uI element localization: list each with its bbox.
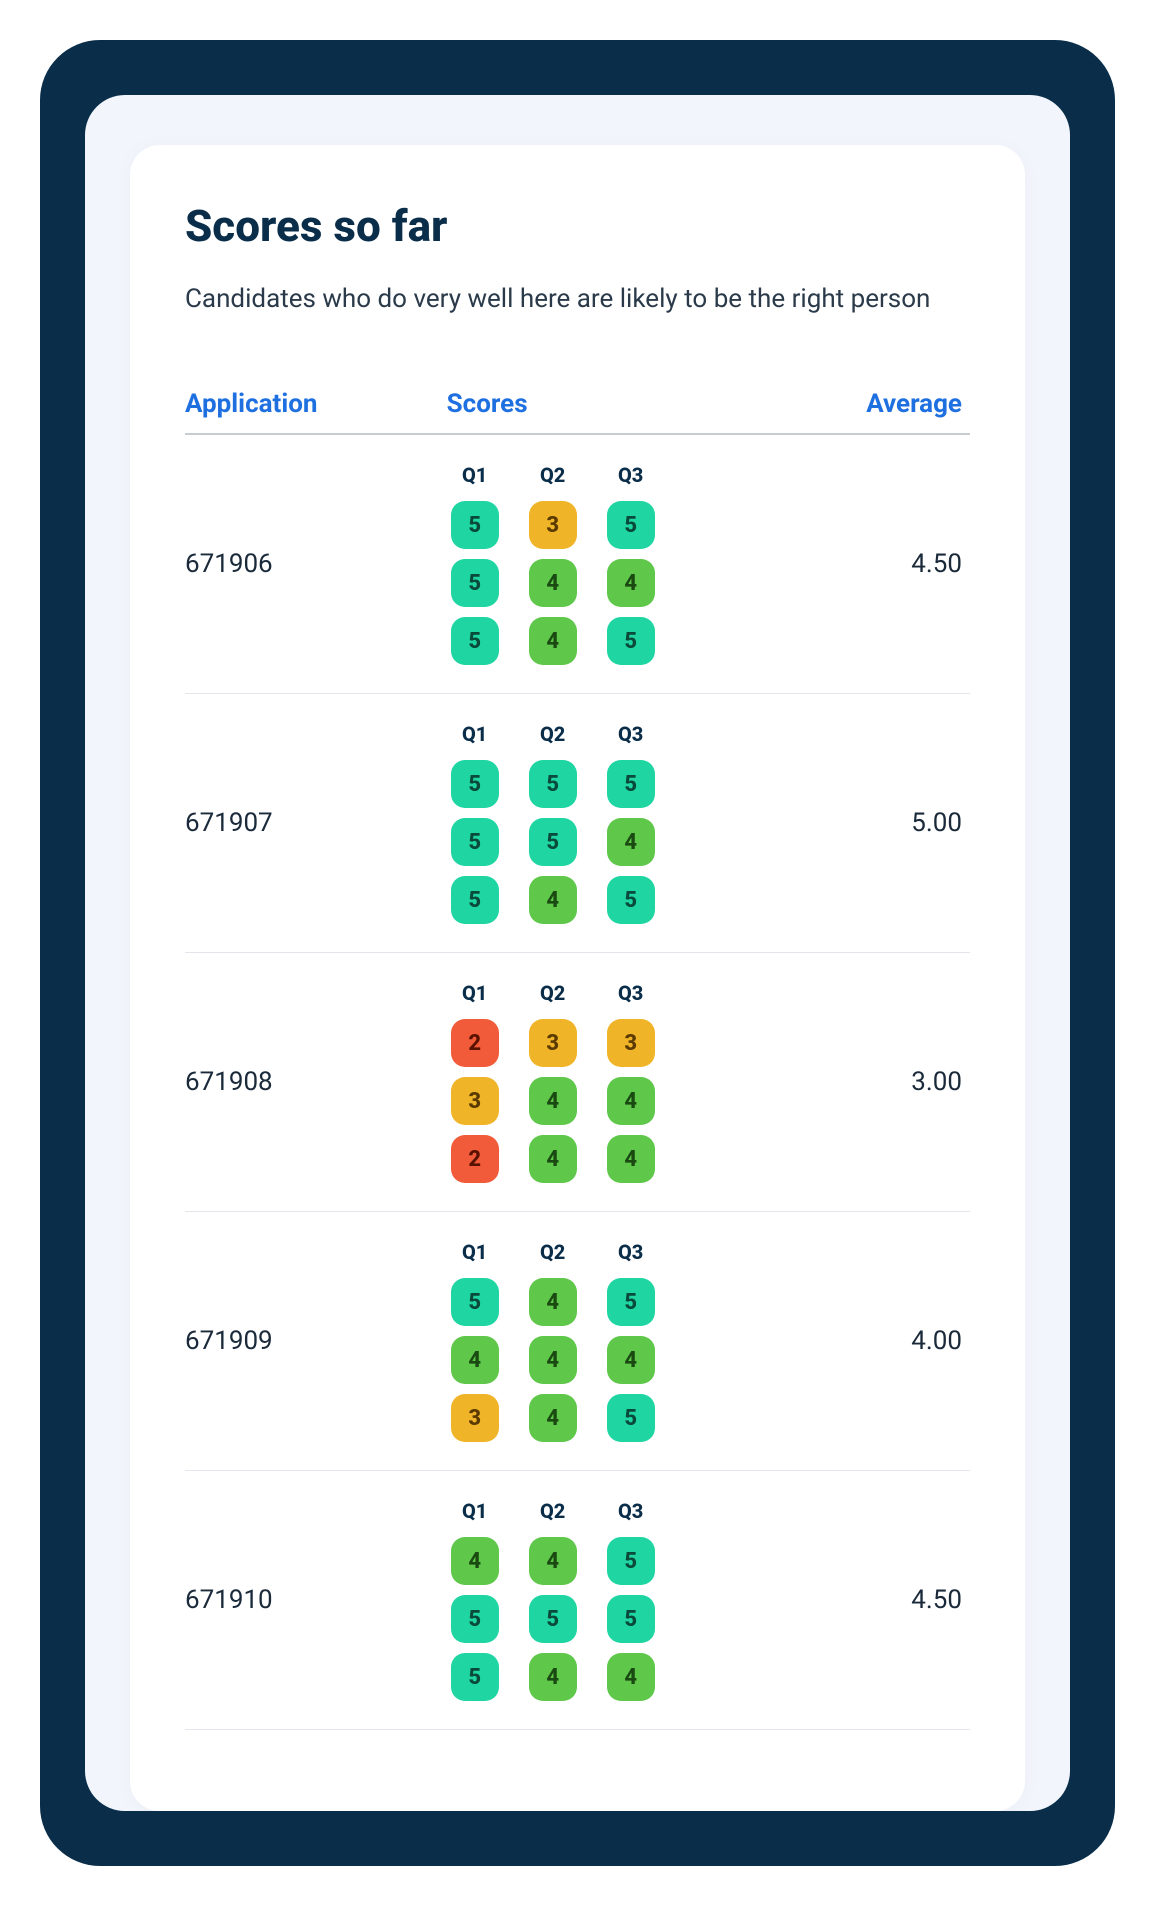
score-pill: 4 — [529, 1653, 577, 1701]
score-pill: 2 — [451, 1135, 499, 1183]
question-header: Q3 — [603, 1240, 659, 1264]
question-header: Q1 — [447, 463, 503, 487]
score-pill: 5 — [451, 876, 499, 924]
score-pill: 5 — [529, 1595, 577, 1643]
table-header: Application Scores Average — [185, 389, 970, 435]
question-header: Q3 — [603, 1499, 659, 1523]
question-header: Q3 — [603, 981, 659, 1005]
col-average: Average — [787, 389, 970, 419]
inner-panel: Scores so far Candidates who do very wel… — [85, 95, 1070, 1811]
average-value: 5.00 — [787, 808, 970, 838]
score-pill: 5 — [607, 617, 655, 665]
score-pill: 4 — [529, 1394, 577, 1442]
score-pill: 5 — [607, 1278, 655, 1326]
average-value: 4.50 — [787, 549, 970, 579]
score-pill: 5 — [451, 617, 499, 665]
score-pill: 5 — [607, 1394, 655, 1442]
score-pill: 5 — [607, 1595, 655, 1643]
table-row: 671908Q1Q2Q32333442443.00 — [185, 953, 970, 1212]
score-pill: 4 — [451, 1537, 499, 1585]
score-pill: 5 — [529, 760, 577, 808]
score-pill: 4 — [529, 1135, 577, 1183]
question-header: Q2 — [525, 1240, 581, 1264]
score-pill: 4 — [529, 559, 577, 607]
score-pill: 4 — [529, 876, 577, 924]
table-row: 671909Q1Q2Q35454443454.00 — [185, 1212, 970, 1471]
question-header: Q2 — [525, 981, 581, 1005]
score-pill: 3 — [451, 1394, 499, 1442]
application-id: 671910 — [185, 1585, 447, 1615]
score-pill: 4 — [529, 1537, 577, 1585]
scores-card: Scores so far Candidates who do very wel… — [130, 145, 1025, 1811]
table-body: 671906Q1Q2Q35355445454.50671907Q1Q2Q3555… — [185, 435, 970, 1730]
score-pill: 3 — [607, 1019, 655, 1067]
score-pill: 4 — [607, 1077, 655, 1125]
score-pill: 5 — [451, 1653, 499, 1701]
card-subtitle: Candidates who do very well here are lik… — [185, 280, 970, 319]
table-row: 671910Q1Q2Q34455555444.50 — [185, 1471, 970, 1730]
scores-grid: Q1Q2Q3233344244 — [447, 981, 787, 1183]
question-header: Q3 — [603, 463, 659, 487]
score-pill: 3 — [529, 1019, 577, 1067]
score-pill: 5 — [529, 818, 577, 866]
score-pill: 4 — [607, 1653, 655, 1701]
question-header: Q1 — [447, 722, 503, 746]
average-value: 3.00 — [787, 1067, 970, 1097]
average-value: 4.50 — [787, 1585, 970, 1615]
score-pill: 5 — [607, 501, 655, 549]
score-pill: 5 — [451, 818, 499, 866]
score-pill: 5 — [607, 1537, 655, 1585]
device-frame: Scores so far Candidates who do very wel… — [40, 40, 1115, 1866]
question-header: Q2 — [525, 722, 581, 746]
average-value: 4.00 — [787, 1326, 970, 1356]
score-pill: 4 — [607, 1336, 655, 1384]
score-pill: 4 — [607, 818, 655, 866]
scores-grid: Q1Q2Q3535544545 — [447, 463, 787, 665]
application-id: 671907 — [185, 808, 447, 838]
question-header: Q2 — [525, 463, 581, 487]
col-scores: Scores — [447, 389, 787, 419]
score-pill: 5 — [451, 1278, 499, 1326]
score-pill: 5 — [451, 1595, 499, 1643]
table-row: 671906Q1Q2Q35355445454.50 — [185, 435, 970, 694]
question-header: Q3 — [603, 722, 659, 746]
score-pill: 4 — [529, 1278, 577, 1326]
score-pill: 5 — [451, 501, 499, 549]
scores-grid: Q1Q2Q3545444345 — [447, 1240, 787, 1442]
question-header: Q2 — [525, 1499, 581, 1523]
score-pill: 5 — [607, 876, 655, 924]
table-row: 671907Q1Q2Q35555545455.00 — [185, 694, 970, 953]
question-header: Q1 — [447, 1240, 503, 1264]
question-header: Q1 — [447, 981, 503, 1005]
score-pill: 5 — [607, 760, 655, 808]
score-pill: 5 — [451, 559, 499, 607]
score-pill: 5 — [451, 760, 499, 808]
scores-grid: Q1Q2Q3445555544 — [447, 1499, 787, 1701]
application-id: 671909 — [185, 1326, 447, 1356]
score-pill: 4 — [607, 1135, 655, 1183]
application-id: 671906 — [185, 549, 447, 579]
score-pill: 3 — [529, 501, 577, 549]
question-header: Q1 — [447, 1499, 503, 1523]
score-pill: 4 — [529, 1077, 577, 1125]
score-pill: 4 — [529, 617, 577, 665]
score-pill: 2 — [451, 1019, 499, 1067]
score-pill: 3 — [451, 1077, 499, 1125]
scores-grid: Q1Q2Q3555554545 — [447, 722, 787, 924]
score-pill: 4 — [607, 559, 655, 607]
application-id: 671908 — [185, 1067, 447, 1097]
col-application: Application — [185, 389, 447, 419]
card-title: Scores so far — [185, 200, 970, 252]
score-pill: 4 — [529, 1336, 577, 1384]
score-pill: 4 — [451, 1336, 499, 1384]
